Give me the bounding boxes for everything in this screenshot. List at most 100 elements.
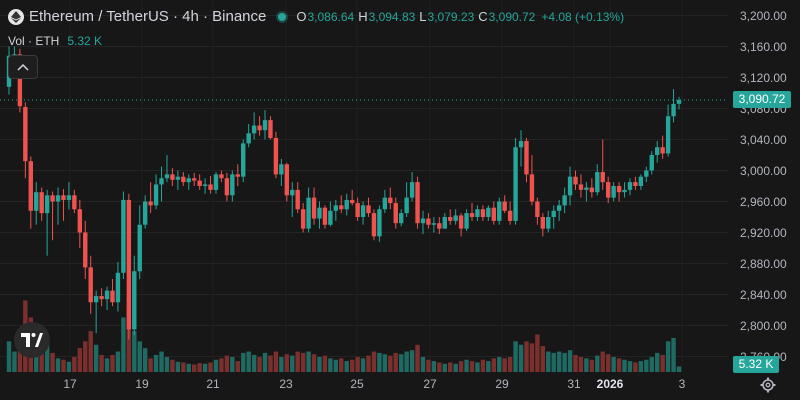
candle-down: [524, 141, 529, 175]
volume-bar: [328, 358, 333, 372]
gear-icon[interactable]: [760, 377, 776, 393]
volume-bar: [44, 337, 50, 372]
volume-bar: [638, 361, 644, 372]
time-tick: 19: [135, 377, 149, 391]
candle-up: [627, 182, 633, 190]
volume-bar: [507, 357, 513, 372]
volume-bar: [170, 359, 175, 372]
volume-bar: [279, 357, 284, 372]
candle-up: [279, 164, 284, 175]
candle-up: [34, 192, 39, 211]
volume-bar: [616, 358, 622, 372]
volume-bar: [404, 351, 409, 372]
candle-up: [382, 197, 388, 210]
time-tick: 31: [567, 377, 581, 391]
volume-bar: [290, 355, 295, 372]
candle-down: [535, 201, 540, 217]
candle-up: [665, 116, 671, 154]
candle-up: [431, 223, 437, 225]
candle-up: [420, 218, 426, 224]
candle-down: [300, 209, 306, 229]
volume-bar: [355, 357, 360, 372]
volume-bar: [464, 359, 469, 372]
time-tick: 17: [63, 377, 77, 391]
volume-bar: [605, 354, 611, 372]
volume-label[interactable]: Vol · ETH: [8, 34, 60, 48]
collapse-legend-button[interactable]: [8, 55, 38, 79]
candle-down: [295, 189, 300, 210]
tradingview-logo[interactable]: [14, 322, 50, 358]
candle-down: [339, 205, 344, 210]
candle-down: [660, 147, 665, 154]
candle-down: [181, 176, 186, 183]
high-key: H: [358, 9, 368, 24]
candle-down: [273, 137, 279, 175]
candle-down: [197, 180, 202, 186]
candle-down: [469, 213, 475, 217]
volume-bar: [153, 354, 159, 372]
candle-down: [366, 205, 371, 214]
volume-bar: [202, 363, 208, 372]
volume-bar: [333, 359, 339, 372]
candle-down: [388, 197, 393, 204]
volume-bar: [61, 359, 66, 372]
candle-up: [497, 201, 502, 221]
candle-up: [213, 174, 219, 190]
volume-bar: [213, 359, 219, 372]
candle-up: [551, 210, 556, 217]
volume-bar: [93, 344, 99, 372]
volume-bar: [371, 351, 377, 372]
chevron-up-icon: [17, 63, 29, 71]
candle-up: [164, 174, 170, 179]
candle-down: [110, 290, 115, 303]
time-tick: 27: [423, 377, 437, 391]
volume-bar: [268, 355, 273, 372]
volume-bar: [295, 351, 300, 372]
candle-up: [595, 172, 600, 193]
candle-down: [491, 207, 496, 221]
symbol-title[interactable]: Ethereum / TetherUS · 4h · Binance: [29, 8, 267, 25]
candle-up: [377, 209, 382, 237]
candle-down: [502, 201, 507, 211]
volume-bar: [518, 344, 524, 372]
volume-bar: [622, 359, 627, 372]
volume-bar: [420, 357, 426, 372]
price-tick: 3,160.00: [740, 39, 787, 54]
candle-down: [616, 186, 622, 193]
volume-bar: [676, 366, 682, 372]
close-key: C: [478, 9, 488, 24]
volume-bar: [142, 348, 148, 372]
volume-bar: [300, 352, 306, 372]
candle-up: [333, 205, 339, 211]
time-tick: 3: [678, 377, 686, 391]
volume-bar: [366, 355, 371, 372]
candle-up: [518, 141, 524, 148]
change-value: +4.08 (+0.13%): [541, 9, 625, 24]
candle-down: [589, 187, 595, 193]
candle-up: [513, 147, 518, 221]
candle-down: [50, 195, 55, 202]
volume-bar: [388, 355, 393, 372]
volume-bar: [497, 357, 502, 372]
price-tick: 3,040.00: [740, 132, 787, 147]
candle-down: [573, 176, 578, 185]
volume-bar: [262, 352, 268, 372]
candle-up: [475, 209, 480, 217]
volume-bar: [573, 354, 578, 372]
candle-up: [202, 184, 208, 186]
candle-up: [153, 184, 159, 206]
volume-bar: [181, 362, 186, 372]
candle-down: [72, 195, 77, 210]
volume-bar: [284, 354, 290, 372]
open-key: O: [296, 9, 307, 24]
candle-down: [415, 182, 420, 224]
high-value: 3,094.83: [368, 9, 416, 24]
candle-up: [404, 197, 409, 214]
volume-bar: [246, 351, 251, 372]
candle-up: [121, 199, 126, 273]
candlesticks: [6, 46, 682, 340]
market-status-dot: [278, 12, 287, 21]
candle-down: [529, 174, 535, 202]
volume-bar: [589, 359, 595, 372]
